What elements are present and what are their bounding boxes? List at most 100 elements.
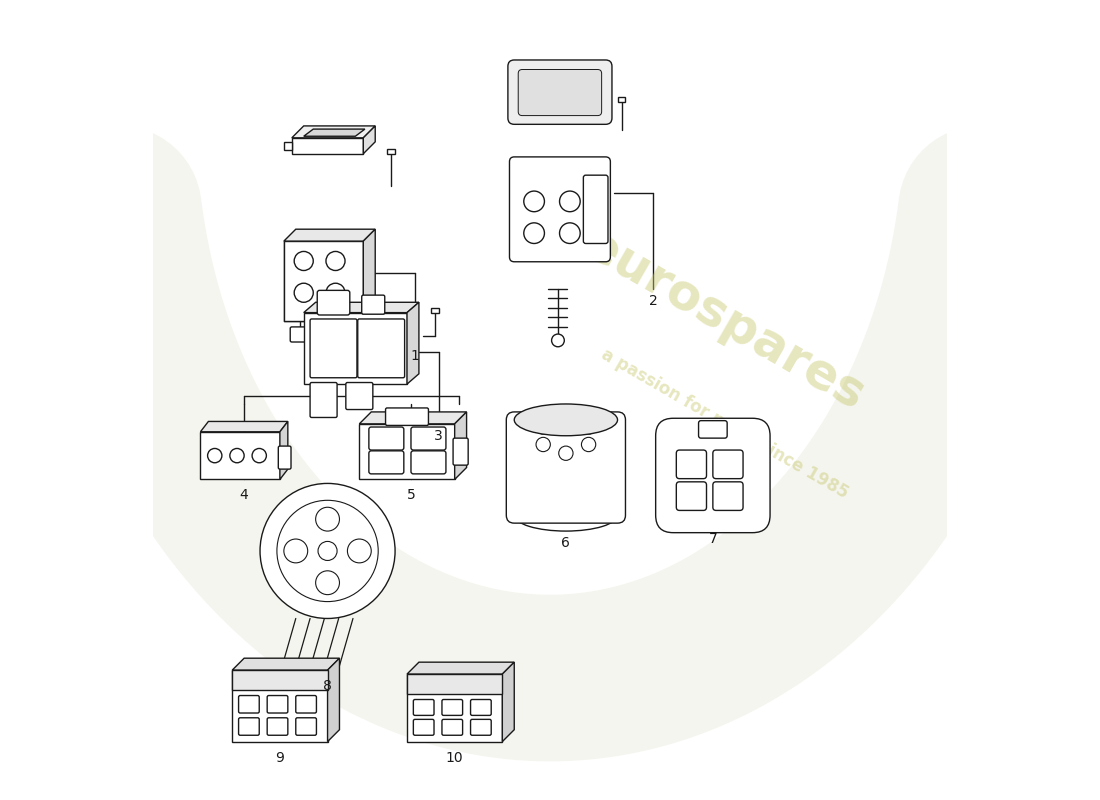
FancyBboxPatch shape [506,412,626,523]
Circle shape [326,283,345,302]
FancyBboxPatch shape [518,70,602,115]
Circle shape [524,191,544,212]
Bar [431,308,439,313]
Text: 2: 2 [649,294,658,308]
Polygon shape [284,229,375,241]
Polygon shape [328,658,340,742]
Polygon shape [360,412,466,424]
Text: 1: 1 [410,350,419,363]
FancyBboxPatch shape [656,418,770,533]
Circle shape [316,571,340,594]
Ellipse shape [515,499,617,531]
Bar [617,98,626,102]
Polygon shape [304,313,407,384]
Polygon shape [304,129,365,136]
Polygon shape [363,126,375,154]
Circle shape [524,223,544,243]
Text: 6: 6 [561,536,570,550]
FancyBboxPatch shape [386,408,429,426]
FancyBboxPatch shape [310,319,358,378]
Circle shape [230,449,244,462]
Circle shape [559,411,573,426]
FancyBboxPatch shape [713,450,744,478]
Polygon shape [407,662,515,674]
Text: 5: 5 [407,488,416,502]
Ellipse shape [515,404,617,436]
Polygon shape [279,422,288,479]
Polygon shape [304,302,419,313]
Polygon shape [407,302,419,384]
Polygon shape [232,658,340,670]
Circle shape [294,251,313,270]
Circle shape [582,420,596,434]
Circle shape [284,539,308,563]
Circle shape [208,449,222,462]
Text: eurospares: eurospares [575,221,873,421]
FancyBboxPatch shape [442,719,463,735]
Polygon shape [292,126,375,138]
Text: 4: 4 [240,488,249,502]
FancyBboxPatch shape [471,719,492,735]
Circle shape [559,446,573,460]
Circle shape [536,438,550,452]
Polygon shape [232,670,328,690]
FancyBboxPatch shape [239,718,260,735]
Text: 8: 8 [323,679,332,693]
FancyBboxPatch shape [509,157,610,262]
Polygon shape [200,422,288,432]
Polygon shape [454,412,466,479]
FancyBboxPatch shape [290,327,314,342]
Text: 10: 10 [446,750,463,765]
FancyBboxPatch shape [267,695,288,713]
FancyBboxPatch shape [411,427,446,450]
Polygon shape [292,138,363,154]
Polygon shape [360,424,454,479]
FancyBboxPatch shape [278,446,292,469]
FancyBboxPatch shape [345,382,373,410]
Polygon shape [284,142,292,150]
Circle shape [582,438,596,452]
Text: 9: 9 [275,750,284,765]
FancyBboxPatch shape [414,719,435,735]
FancyBboxPatch shape [358,319,405,378]
FancyBboxPatch shape [322,327,345,342]
FancyBboxPatch shape [317,290,350,315]
FancyBboxPatch shape [411,451,446,474]
Circle shape [348,539,372,563]
FancyBboxPatch shape [414,699,435,715]
Circle shape [560,191,580,212]
Circle shape [560,223,580,243]
FancyBboxPatch shape [310,382,337,418]
FancyBboxPatch shape [698,421,727,438]
Polygon shape [407,674,503,742]
Circle shape [536,420,550,434]
FancyBboxPatch shape [368,427,404,450]
FancyBboxPatch shape [239,695,260,713]
Polygon shape [407,674,503,694]
FancyBboxPatch shape [471,699,492,715]
FancyBboxPatch shape [583,175,608,243]
Circle shape [294,283,313,302]
Circle shape [252,449,266,462]
Polygon shape [363,229,375,321]
FancyBboxPatch shape [713,482,744,510]
FancyBboxPatch shape [676,450,706,478]
FancyBboxPatch shape [296,718,317,735]
Circle shape [551,334,564,346]
Polygon shape [284,241,363,321]
Text: 7: 7 [708,532,717,546]
FancyBboxPatch shape [362,295,385,314]
Polygon shape [200,432,279,479]
FancyBboxPatch shape [676,482,706,510]
FancyBboxPatch shape [508,60,612,124]
FancyBboxPatch shape [296,695,317,713]
FancyBboxPatch shape [267,718,288,735]
FancyBboxPatch shape [442,699,463,715]
Circle shape [326,251,345,270]
FancyBboxPatch shape [368,451,404,474]
Text: 3: 3 [434,429,443,442]
FancyBboxPatch shape [453,438,469,465]
Circle shape [316,507,340,531]
Polygon shape [232,670,328,742]
Circle shape [277,500,378,602]
